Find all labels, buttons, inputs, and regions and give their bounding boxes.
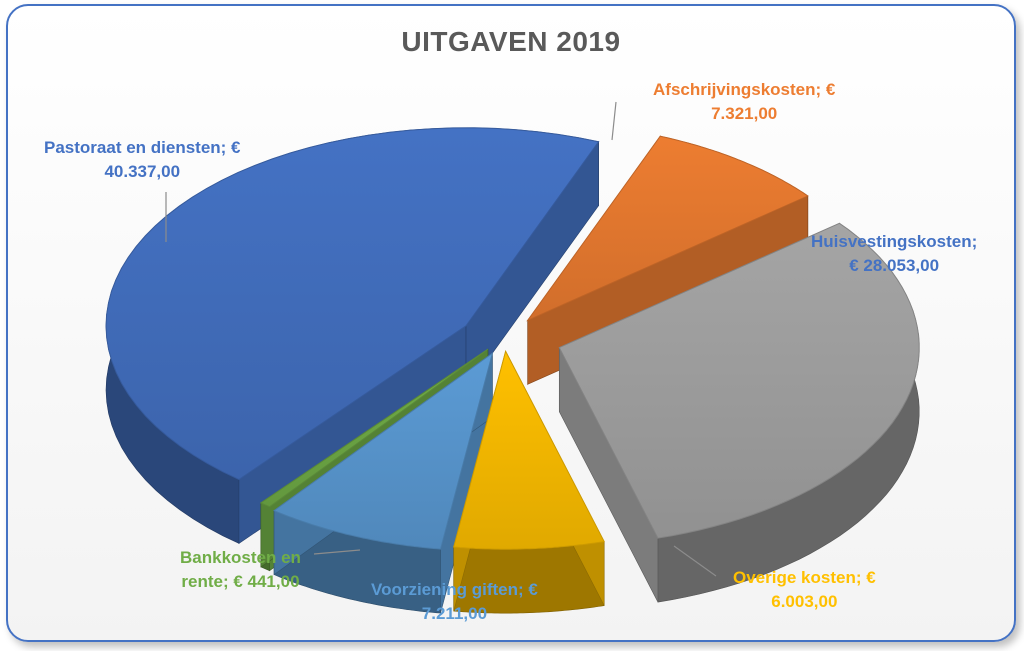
data-label-line-1: Voorziening giften; € — [371, 580, 538, 599]
data-label-pastoraat-en-diensten: Pastoraat en diensten; € 40.337,00 — [44, 136, 241, 184]
data-label-line-2: 6.003,00 — [771, 592, 838, 611]
data-label-line-1: Overige kosten; € — [733, 568, 876, 587]
leader-line — [313, 549, 361, 555]
data-label-huisvestingskosten: Huisvestingskosten; € 28.053,00 — [811, 230, 977, 278]
data-label-line-1: Afschrijvingskosten; € — [653, 80, 836, 99]
chart-title: UITGAVEN 2019 — [401, 26, 621, 57]
data-label-line-2: 7.321,00 — [711, 104, 778, 123]
data-label-line-2: 7.211,00 — [421, 604, 488, 623]
data-label-line-2: € 28.053,00 — [849, 256, 940, 275]
data-label-voorziening-giften: Voorziening giften; € 7.211,00 — [371, 578, 538, 626]
data-label-afschrijvingskosten: Afschrijvingskosten; € 7.321,00 — [653, 78, 835, 126]
slice-top — [558, 222, 920, 539]
data-label-line-1: Bankkosten en — [180, 548, 301, 567]
slice-top — [105, 127, 600, 480]
data-label-overige-kosten: Overige kosten; € 6.003,00 — [733, 566, 876, 614]
data-label-line-2: 40.337,00 — [104, 162, 181, 181]
data-label-line-2: rente; € 441,00 — [181, 572, 300, 591]
data-label-line-1: Pastoraat en diensten; € — [44, 138, 241, 157]
data-label-line-1: Huisvestingskosten; — [811, 232, 978, 251]
leader-line — [611, 101, 617, 141]
data-label-bankkosten-en-rente: Bankkosten en rente; € 441,00 — [180, 546, 301, 594]
slice-top — [259, 348, 489, 508]
pie-slice-overige-kosten — [453, 349, 605, 614]
leader-line — [673, 545, 717, 577]
pie-slice-huisvestingskosten — [558, 222, 920, 603]
slice-top — [273, 351, 494, 550]
chart-area: UITGAVEN 2019 Afschrijvingskosten; € 7.32… — [6, 4, 1016, 642]
slice-top — [453, 349, 605, 550]
pie-chart — [105, 101, 920, 614]
slice-top — [526, 135, 809, 322]
